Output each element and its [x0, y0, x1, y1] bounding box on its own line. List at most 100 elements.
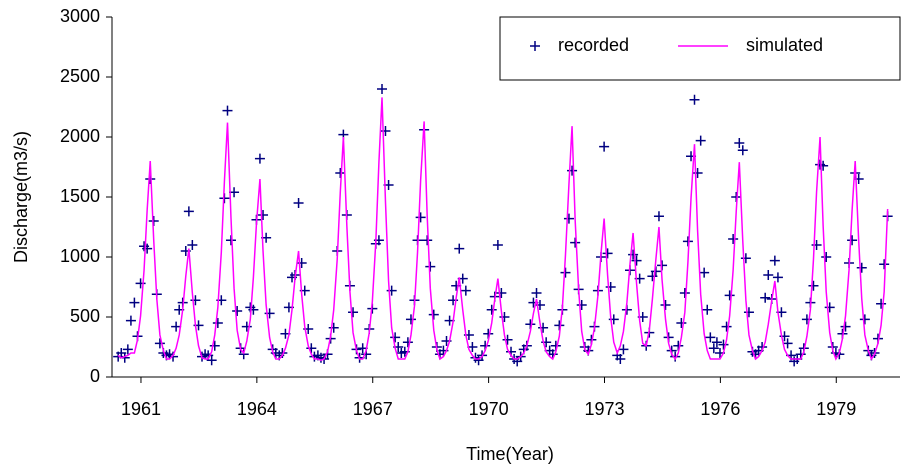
recorded-point [576, 300, 587, 310]
legend-label: simulated [746, 35, 823, 55]
recorded-point [142, 243, 153, 254]
recorded-point [422, 235, 433, 246]
recorded-point [602, 248, 613, 259]
recorded-point [682, 236, 693, 247]
recorded-point [377, 84, 388, 94]
recorded-point [567, 165, 578, 176]
recorded-point [760, 292, 771, 303]
recorded-point [405, 314, 416, 325]
x-tick-label: 1973 [584, 399, 624, 419]
recorded-point [772, 272, 783, 283]
recorded-point [801, 314, 812, 325]
x-tick-label: 1961 [121, 399, 161, 419]
recorded-point [699, 267, 710, 278]
x-tick-label: 1964 [237, 399, 277, 419]
recorded-point [328, 322, 339, 333]
recorded-point [615, 354, 626, 364]
recorded-point [293, 198, 304, 208]
y-tick-label: 0 [90, 366, 100, 386]
recorded-point [486, 304, 497, 315]
recorded-point [702, 304, 713, 315]
recorded-point [206, 355, 217, 366]
recorded-point [335, 168, 346, 178]
simulated-line [117, 97, 889, 362]
recorded-point [599, 141, 610, 152]
y-axis-title: Discharge(m3/s) [11, 131, 31, 263]
recorded-point [734, 138, 745, 148]
recorded-point [254, 153, 265, 164]
recorded-point [769, 255, 780, 266]
recorded-point [258, 210, 269, 220]
recorded-point [840, 321, 851, 332]
recorded-point [129, 297, 140, 308]
recorded-point [876, 298, 887, 309]
recorded-point [763, 270, 774, 280]
recorded-point [222, 105, 233, 116]
recorded-point [154, 338, 165, 349]
recorded-point [728, 234, 739, 244]
recorded-point [650, 266, 661, 277]
recorded-point [711, 337, 722, 348]
recorded-point [187, 240, 198, 250]
recorded-point [605, 282, 616, 292]
recorded-point [705, 332, 716, 343]
recorded-point [859, 314, 870, 325]
recorded-point [818, 160, 829, 171]
recorded-point [402, 337, 413, 348]
recorded-point [808, 280, 819, 291]
recorded-point [782, 338, 793, 349]
recorded-point [135, 278, 146, 289]
recorded-point [708, 343, 719, 354]
recorded-point [306, 343, 317, 354]
recorded-point [879, 259, 890, 270]
x-tick-label: 1976 [700, 399, 740, 419]
recorded-point [499, 312, 510, 322]
recorded-point [386, 285, 397, 296]
recorded-point [631, 255, 642, 266]
recorded-point [168, 351, 179, 362]
recorded-point [496, 288, 507, 298]
recorded-point [695, 135, 706, 146]
recorded-point [660, 300, 671, 310]
recorded-point [225, 235, 236, 246]
recorded-point [428, 309, 439, 320]
recorded-point [502, 334, 513, 345]
recorded-point [241, 321, 252, 332]
recorded-point [676, 318, 687, 328]
recorded-point [628, 249, 639, 260]
recorded-point [415, 212, 426, 223]
x-tick-label: 1970 [469, 399, 509, 419]
recorded-point [296, 258, 307, 268]
recorded-point [380, 126, 391, 136]
recorded-point [171, 321, 182, 332]
recorded-point [618, 344, 629, 355]
recorded-point [232, 306, 243, 316]
recorded-point [856, 262, 867, 273]
recorded-point [740, 253, 751, 264]
y-tick-label: 3000 [60, 6, 100, 26]
recorded-point [743, 307, 754, 318]
recorded-point [679, 288, 690, 298]
recorded-point [183, 206, 194, 217]
recorded-point [209, 340, 220, 351]
legend-box [499, 16, 901, 81]
recorded-point [673, 340, 684, 351]
recorded-point [718, 339, 729, 350]
recorded-point [721, 321, 732, 332]
legend-label: recorded [558, 35, 629, 55]
recorded-point [847, 235, 858, 246]
y-tick-label: 1000 [60, 246, 100, 266]
recorded-point [264, 308, 275, 319]
recorded-point [692, 168, 703, 178]
recorded-point [390, 332, 401, 343]
x-axis-title: Time(Year) [466, 444, 554, 464]
recorded-point [125, 315, 136, 326]
recorded-point [821, 252, 832, 262]
x-tick-label: 1979 [816, 399, 856, 419]
y-tick-label: 1500 [60, 186, 100, 206]
recorded-point [190, 295, 201, 306]
recorded-point [811, 240, 822, 250]
recorded-point [689, 94, 700, 105]
